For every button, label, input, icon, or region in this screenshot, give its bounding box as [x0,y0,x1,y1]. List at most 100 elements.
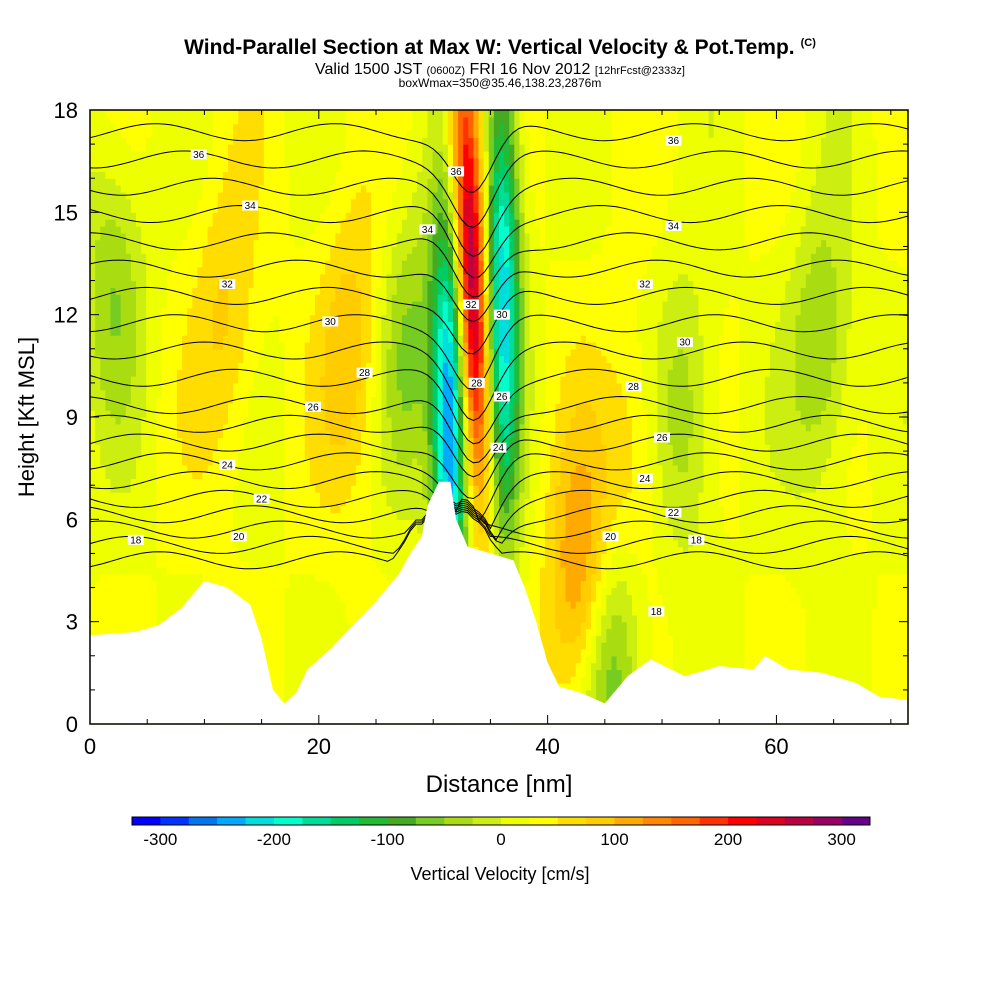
velocity-cell [166,464,173,473]
velocity-cell [233,287,239,295]
velocity-cell [345,594,352,602]
velocity-cell [299,437,306,445]
velocity-cell [222,382,229,391]
velocity-cell [355,191,362,200]
velocity-cell [146,621,152,630]
velocity-cell [360,335,367,343]
velocity-cell [268,553,275,561]
velocity-cell [156,580,163,589]
velocity-cell [105,253,112,261]
velocity-cell [284,144,290,152]
velocity-cell [243,417,250,425]
velocity-cell [335,553,342,561]
velocity-cell [330,328,336,336]
velocity-cell [238,219,244,227]
velocity-cell [136,171,142,179]
velocity-cell [151,287,158,295]
velocity-cell [187,116,193,125]
velocity-cell [166,492,173,500]
velocity-cell [171,185,178,193]
velocity-cell [105,430,112,439]
velocity-cell [151,594,158,602]
velocity-cell [212,423,219,432]
velocity-cell [90,580,96,589]
velocity-cell [366,505,372,514]
velocity-cell [136,464,142,473]
velocity-cell [238,144,244,152]
velocity-cell [217,294,224,302]
velocity-cell [335,546,342,555]
velocity-cell [325,560,331,568]
velocity-cell [325,191,331,200]
velocity-cell [151,171,158,179]
velocity-cell [279,116,285,125]
velocity-cell [309,137,316,145]
velocity-cell [217,123,224,132]
velocity-cell [366,157,372,166]
velocity-cell [294,417,301,425]
velocity-cell [176,335,183,343]
velocity-cell [233,273,239,282]
velocity-cell [182,130,188,138]
velocity-cell [299,369,306,377]
velocity-cell [233,260,239,268]
velocity-cell [105,335,112,343]
velocity-cell [125,246,132,254]
velocity-cell [350,451,357,459]
velocity-cell [90,410,96,418]
velocity-cell [243,273,250,282]
velocity-cell [294,628,301,636]
velocity-cell [197,212,204,220]
velocity-cell [105,301,112,309]
velocity-cell [125,451,132,459]
velocity-cell [130,567,137,575]
velocity-cell [212,239,219,248]
velocity-cell [299,341,306,350]
velocity-cell [171,369,178,377]
velocity-cell [233,430,239,439]
velocity-cell [100,457,106,466]
velocity-cell [90,403,96,411]
velocity-cell [284,519,290,527]
velocity-cell [371,573,377,582]
velocity-cell [115,171,122,179]
velocity-cell [187,567,193,575]
velocity-cell [289,171,296,179]
velocity-cell [120,185,127,193]
velocity-cell [340,567,347,575]
velocity-cell [299,178,306,186]
velocity-cell [309,451,316,459]
velocity-cell [371,526,377,534]
velocity-cell [233,294,239,302]
velocity-cell [187,587,193,595]
velocity-cell [207,157,214,166]
velocity-cell [325,205,331,213]
velocity-cell [192,526,198,534]
velocity-cell [207,539,214,548]
velocity-cell [274,219,280,227]
velocity-cell [330,239,336,248]
velocity-cell [340,457,347,466]
velocity-cell [345,567,352,575]
velocity-cell [217,546,224,555]
velocity-cell [325,396,331,404]
velocity-cell [105,614,112,623]
velocity-cell [258,621,265,630]
velocity-cell [182,253,188,261]
velocity-cell [212,417,219,425]
velocity-cell [217,417,224,425]
velocity-cell [345,417,352,425]
velocity-cell [217,512,224,520]
velocity-cell [279,689,285,698]
velocity-cell [136,205,142,213]
velocity-cell [258,587,265,595]
velocity-cell [253,451,260,459]
velocity-cell [187,410,193,418]
velocity-cell [335,417,342,425]
chart-subtitle: Valid 1500 JST (0600Z) FRI 16 Nov 2012 [… [0,61,1000,79]
velocity-cell [151,478,158,486]
velocity-cell [330,410,336,418]
velocity-cell [130,198,137,207]
velocity-cell [130,307,137,316]
velocity-cell [345,198,352,207]
